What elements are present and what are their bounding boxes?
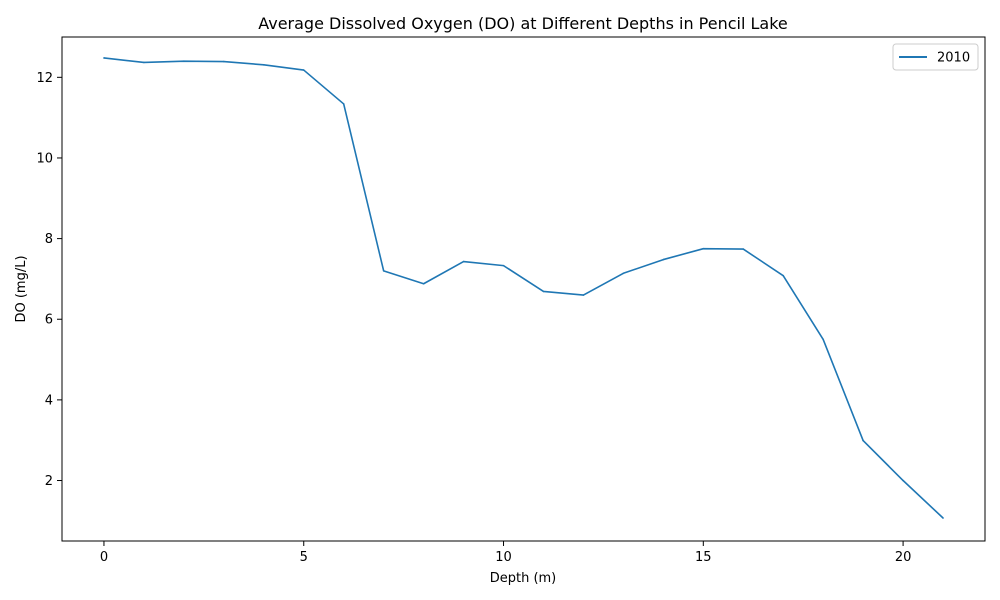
data-point [223,60,225,63]
legend: 2010 [892,43,979,71]
data-point [382,270,385,272]
data-point [542,290,545,293]
y-tick-label: 12 [36,71,53,86]
x-tick-label: 5 [300,550,308,565]
data-point [262,64,265,66]
y-axis-ticks: 2 4 6 8 10 12 [36,71,62,489]
x-axis-ticks: 0 5 10 15 20 [100,541,912,565]
data-point [103,57,105,59]
data-point [582,294,585,296]
data-point [782,274,785,277]
data-point [622,272,625,275]
data-point [143,61,145,64]
y-tick-label: 2 [45,474,53,489]
data-point [183,60,185,62]
data-point [942,517,944,519]
y-tick-label: 6 [45,313,53,328]
series-group [103,57,944,519]
y-tick-label: 10 [36,151,53,166]
data-point [702,247,705,250]
data-point [902,479,904,482]
legend-label-2010: 2010 [937,51,970,66]
y-tick-label: 8 [45,232,53,247]
x-tick-label: 20 [895,550,912,565]
data-point [662,258,665,261]
plot-frame [61,36,986,542]
y-axis-label: DO (mg/L) [14,255,29,322]
x-tick-label: 0 [100,550,108,565]
x-axis-label: Depth (m) [490,571,557,586]
x-tick-label: 15 [695,550,712,565]
data-point [342,103,345,105]
data-point [822,338,824,341]
data-point [462,260,465,263]
data-point [422,282,425,285]
y-tick-label: 4 [45,393,53,408]
data-point [742,248,745,250]
data-point [302,69,305,71]
data-point [862,439,864,442]
chart-title: Average Dissolved Oxygen (DO) at Differe… [258,14,788,33]
x-tick-label: 10 [495,550,512,565]
series-line-2010 [103,57,944,519]
legend-box [892,43,979,71]
data-point [502,264,505,267]
